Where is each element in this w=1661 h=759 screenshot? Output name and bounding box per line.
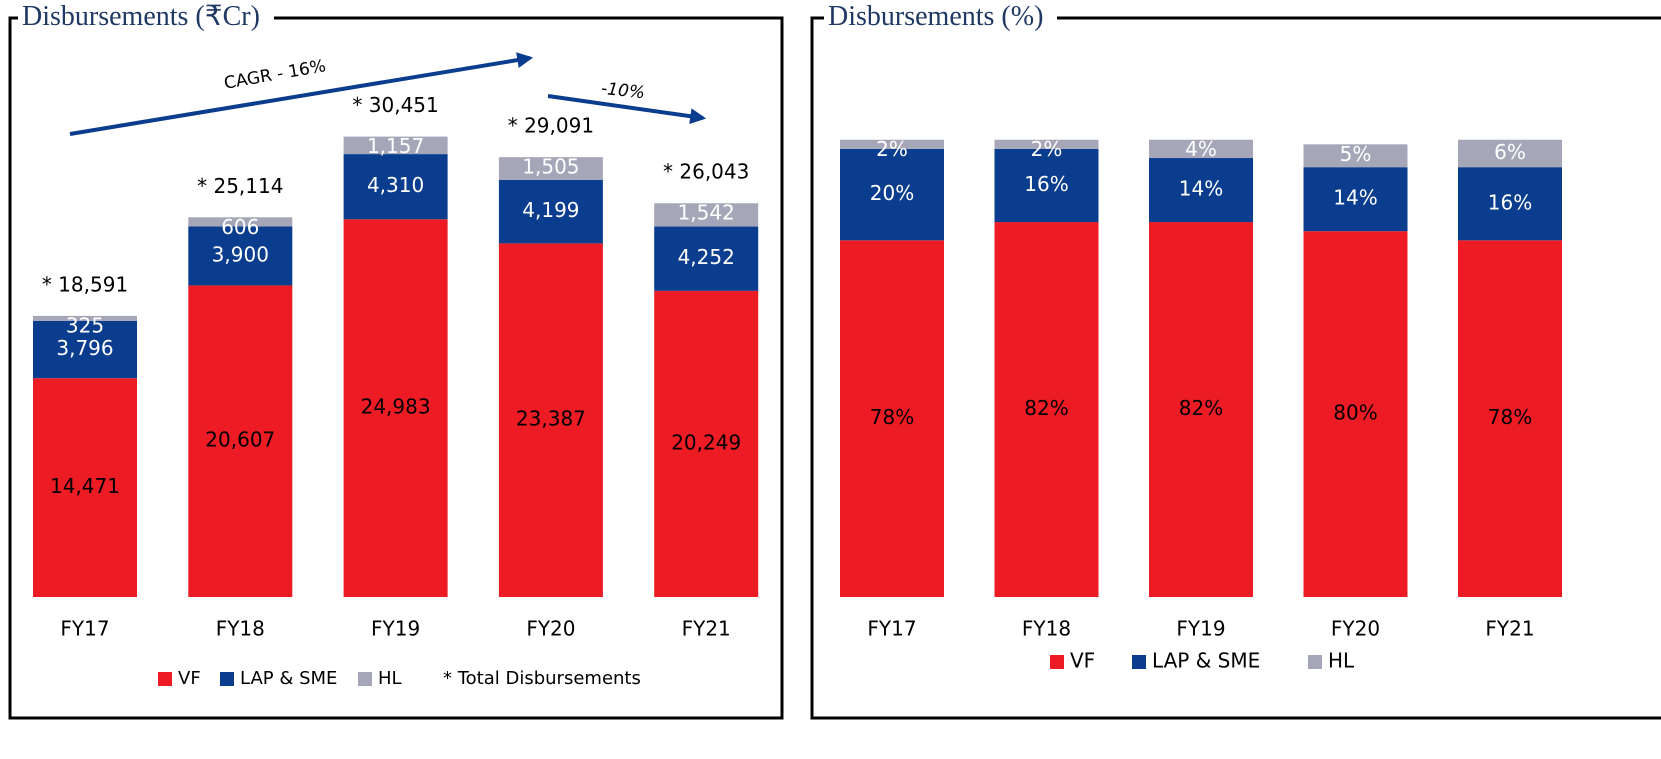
total-label: * 26,043	[663, 160, 749, 184]
bar-segment	[1149, 222, 1253, 597]
data-label: 16%	[1488, 190, 1532, 214]
bar-segment	[654, 226, 759, 291]
data-label: 2%	[1031, 137, 1063, 161]
legend-label: HL	[378, 668, 402, 689]
legend-swatch	[1132, 655, 1146, 669]
data-label: 16%	[1024, 172, 1068, 196]
bar-segment	[188, 226, 293, 286]
data-label: 4,310	[367, 173, 424, 197]
legend-label: VF	[178, 668, 201, 689]
data-label: 14%	[1333, 186, 1377, 210]
data-label: 1,157	[367, 134, 424, 158]
data-label: 2%	[876, 137, 908, 161]
bar-segment	[33, 315, 137, 321]
data-label: 1,505	[522, 155, 579, 179]
data-label: 14%	[1179, 177, 1223, 201]
x-tick-label: FY21	[1485, 617, 1534, 641]
bar-segment	[840, 148, 944, 241]
data-label: 78%	[870, 405, 914, 429]
data-label: 20,607	[205, 428, 275, 452]
bar-segment	[498, 243, 603, 598]
bar-segment	[343, 136, 448, 155]
bar-segment	[33, 320, 137, 379]
bar-segment	[498, 179, 603, 244]
data-label: 23,387	[516, 407, 586, 431]
x-tick-label: FY19	[371, 617, 420, 641]
data-label: 5%	[1340, 142, 1372, 166]
panel-border	[8, 16, 784, 720]
data-label: 606	[221, 215, 259, 239]
annotation: -10%	[600, 79, 646, 103]
bar-segment	[498, 157, 603, 180]
x-tick-label: FY19	[1176, 617, 1225, 641]
bar-segment	[1303, 144, 1408, 168]
bar-segment	[840, 139, 944, 149]
bar-segment	[1303, 167, 1408, 232]
data-label: 3,796	[56, 336, 113, 360]
legend-swatch	[220, 672, 234, 686]
data-label: 82%	[1024, 396, 1068, 420]
bar-segment	[1458, 139, 1562, 168]
legend-swatch	[1050, 655, 1064, 669]
bar-segment	[33, 378, 137, 597]
data-label: 3,900	[212, 242, 269, 266]
legend-swatch	[158, 672, 172, 686]
bar-segment	[1149, 158, 1253, 223]
legend-swatch	[358, 672, 372, 686]
bar-segment	[1149, 139, 1253, 159]
x-tick-label: FY20	[526, 617, 575, 641]
panel-border	[810, 16, 1661, 720]
legend-label: LAP & SME	[1152, 649, 1260, 673]
bar-segment	[343, 219, 448, 598]
bar-segment	[188, 285, 293, 597]
bar-segment	[994, 148, 1099, 223]
total-label: * 30,451	[352, 93, 438, 117]
total-label: * 18,591	[42, 272, 128, 296]
x-tick-label: FY21	[682, 617, 731, 641]
x-tick-label: FY18	[1022, 617, 1071, 641]
bar-segment	[654, 203, 759, 227]
x-tick-label: FY18	[216, 617, 265, 641]
trend-arrow	[547, 94, 707, 125]
legend-note: * Total Disbursements	[443, 668, 641, 689]
data-label: 20%	[870, 181, 914, 205]
legend-label: LAP & SME	[240, 668, 337, 689]
bar-segment	[1458, 240, 1562, 597]
data-label: 4,199	[522, 198, 579, 222]
data-label: 20,249	[671, 430, 741, 454]
data-label: 80%	[1333, 401, 1377, 425]
trend-arrow	[69, 52, 534, 136]
data-label: 82%	[1179, 396, 1223, 420]
bar-segment	[994, 139, 1099, 149]
bar-segment	[1458, 167, 1562, 241]
data-label: 78%	[1488, 405, 1532, 429]
data-label: 24,983	[361, 395, 431, 419]
x-tick-label: FY17	[60, 617, 109, 641]
data-label: 4%	[1185, 137, 1217, 161]
total-label: * 29,091	[508, 114, 594, 138]
chart-title: Disbursements (%)	[824, 0, 1058, 34]
bar-segment	[188, 217, 293, 227]
legend-label: HL	[1328, 649, 1355, 673]
bar-segment	[654, 290, 759, 597]
legend-swatch	[1308, 655, 1322, 669]
bar-segment	[994, 222, 1099, 597]
bar-segment	[840, 240, 944, 597]
data-label: 6%	[1494, 140, 1526, 164]
legend-label: VF	[1070, 649, 1095, 673]
bar-segment	[1303, 231, 1408, 597]
x-tick-label: FY17	[867, 617, 916, 641]
x-tick-label: FY20	[1331, 617, 1380, 641]
data-label: 325	[66, 313, 104, 337]
data-label: 1,542	[678, 201, 735, 225]
data-label: 14,471	[50, 474, 120, 498]
total-label: * 25,114	[197, 174, 283, 198]
annotation: CAGR - 16%	[223, 56, 328, 94]
bar-segment	[343, 154, 448, 220]
chart-title: Disbursements (₹Cr)	[18, 0, 274, 34]
data-label: 4,252	[678, 245, 735, 269]
